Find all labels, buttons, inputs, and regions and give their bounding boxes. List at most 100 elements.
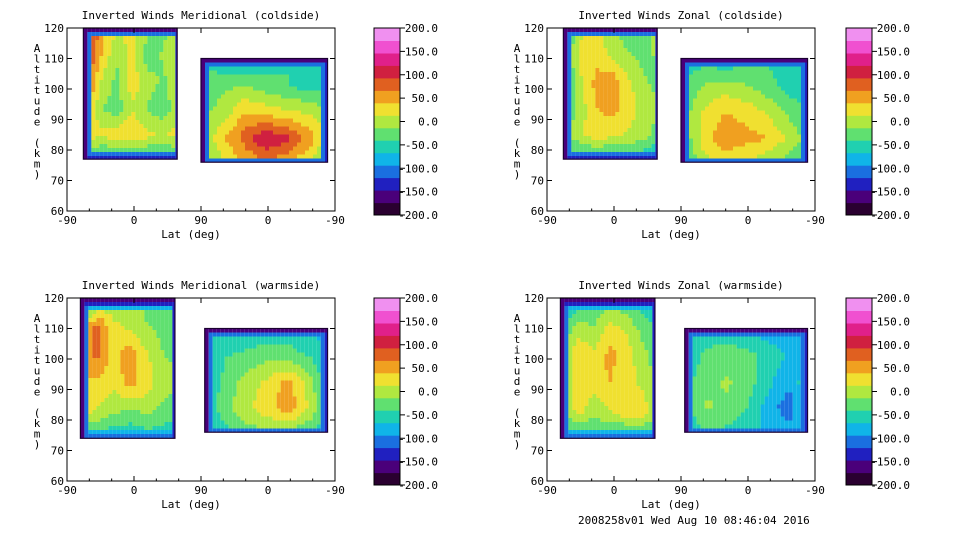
data-cell bbox=[212, 360, 217, 365]
data-cell bbox=[309, 130, 313, 135]
data-cell bbox=[160, 346, 165, 350]
data-cell bbox=[233, 110, 237, 115]
data-cell bbox=[136, 330, 141, 334]
data-cell bbox=[611, 52, 616, 56]
data-cell bbox=[108, 350, 113, 354]
data-cell bbox=[655, 128, 658, 132]
data-cell bbox=[635, 32, 640, 36]
data-cell bbox=[104, 322, 109, 326]
data-cell bbox=[107, 48, 112, 52]
data-cell bbox=[733, 66, 737, 71]
data-cell bbox=[741, 98, 745, 103]
data-cell bbox=[229, 150, 233, 155]
data-cell bbox=[785, 70, 789, 75]
data-cell bbox=[124, 326, 129, 330]
data-cell bbox=[156, 378, 161, 382]
data-cell bbox=[257, 90, 261, 95]
data-cell bbox=[163, 120, 168, 124]
data-cell bbox=[268, 344, 273, 349]
data-cell bbox=[729, 134, 733, 139]
data-cell bbox=[635, 68, 640, 72]
data-cell bbox=[639, 136, 644, 140]
data-cell bbox=[171, 84, 176, 88]
data-cell bbox=[583, 52, 588, 56]
data-cell bbox=[115, 44, 120, 48]
data-cell bbox=[308, 388, 313, 393]
data-cell bbox=[164, 350, 169, 354]
data-cell bbox=[131, 28, 136, 32]
data-cell bbox=[781, 130, 785, 135]
data-cell bbox=[172, 310, 175, 314]
data-cell bbox=[172, 322, 175, 326]
data-cell bbox=[321, 126, 325, 131]
data-cell bbox=[209, 114, 213, 119]
data-cell bbox=[655, 40, 658, 44]
data-cell bbox=[163, 92, 168, 96]
data-cell bbox=[124, 402, 129, 406]
data-cell bbox=[571, 72, 576, 76]
data-cell bbox=[160, 326, 165, 330]
data-cell bbox=[273, 130, 277, 135]
data-cell bbox=[749, 134, 753, 139]
data-cell bbox=[325, 150, 328, 155]
data-cell bbox=[313, 78, 317, 83]
data-cell bbox=[108, 414, 113, 418]
data-cell bbox=[91, 36, 96, 40]
data-cell bbox=[591, 40, 596, 44]
data-cell bbox=[135, 32, 140, 36]
data-cell bbox=[201, 150, 205, 155]
data-cell bbox=[132, 398, 137, 402]
colorbar-swatch bbox=[846, 52, 872, 66]
data-cell bbox=[80, 370, 85, 374]
data-cell bbox=[221, 122, 225, 127]
data-cell bbox=[104, 306, 109, 310]
data-cell bbox=[155, 120, 160, 124]
data-cell bbox=[737, 110, 741, 115]
data-cell bbox=[288, 344, 293, 349]
data-cell bbox=[201, 154, 205, 159]
data-cell bbox=[639, 28, 644, 32]
data-cell bbox=[705, 122, 709, 127]
data-cell bbox=[721, 150, 725, 155]
data-cell bbox=[769, 94, 773, 99]
data-cell bbox=[208, 332, 213, 337]
data-cell bbox=[713, 134, 717, 139]
data-cell bbox=[257, 78, 261, 83]
data-cell bbox=[285, 126, 289, 131]
data-cell bbox=[639, 100, 644, 104]
data-cell bbox=[697, 134, 701, 139]
data-cell bbox=[148, 350, 153, 354]
data-cell bbox=[167, 80, 172, 84]
data-cell bbox=[168, 338, 173, 342]
data-cell bbox=[567, 40, 572, 44]
data-cell bbox=[104, 386, 109, 390]
data-cell bbox=[205, 86, 209, 91]
data-cell bbox=[693, 98, 697, 103]
data-cell bbox=[316, 332, 321, 337]
data-cell bbox=[107, 100, 112, 104]
data-cell bbox=[140, 326, 145, 330]
data-cell bbox=[147, 76, 152, 80]
data-cell bbox=[571, 64, 576, 68]
data-cell bbox=[132, 434, 137, 438]
data-cell bbox=[635, 60, 640, 64]
data-cell bbox=[171, 144, 176, 148]
data-cell bbox=[159, 60, 164, 64]
data-cell bbox=[701, 114, 705, 119]
data-cell bbox=[273, 126, 277, 131]
data-cell bbox=[583, 148, 588, 152]
data-cell bbox=[245, 78, 249, 83]
data-cell bbox=[591, 136, 596, 140]
data-cell bbox=[167, 56, 172, 60]
data-cell bbox=[155, 56, 160, 60]
data-cell bbox=[108, 382, 113, 386]
data-cell bbox=[241, 58, 245, 63]
data-cell bbox=[84, 330, 89, 334]
data-cell bbox=[713, 114, 717, 119]
data-cell bbox=[781, 106, 785, 111]
data-cell bbox=[300, 364, 305, 369]
data-cell bbox=[159, 96, 164, 100]
data-cell bbox=[631, 148, 636, 152]
data-cell bbox=[159, 144, 164, 148]
data-cell bbox=[116, 394, 121, 398]
